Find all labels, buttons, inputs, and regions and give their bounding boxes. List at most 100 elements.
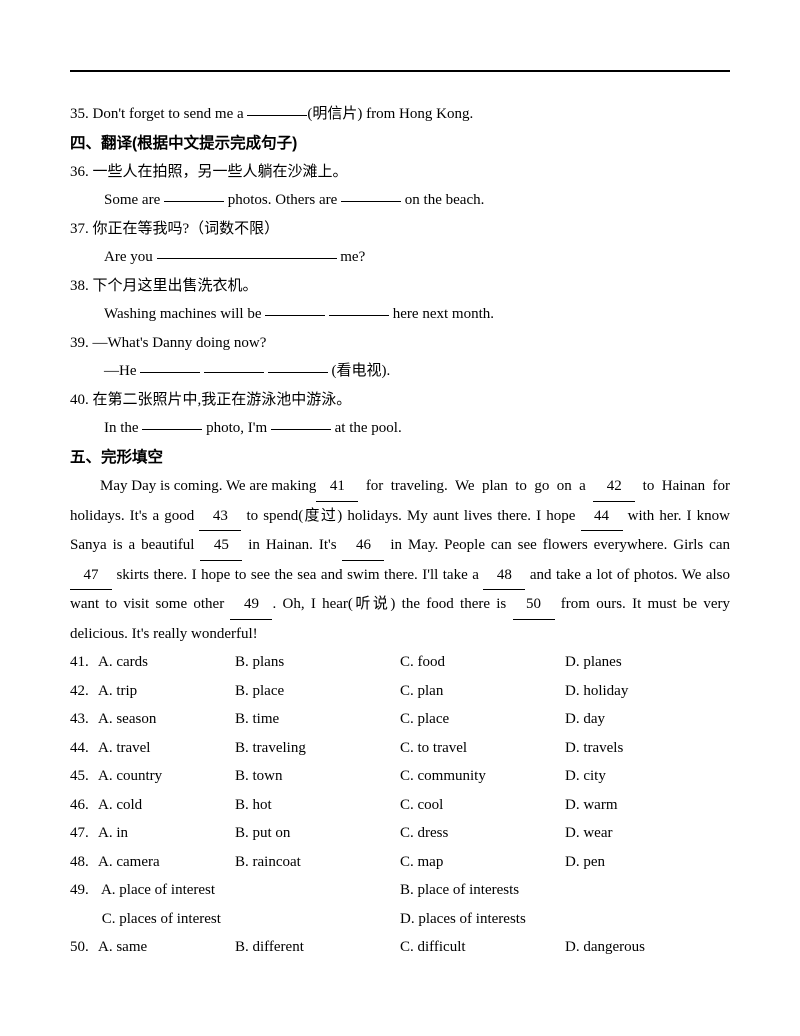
q45-d[interactable]: D. city [565,762,730,791]
q49-options-line2: C. places of interest D. places of inter… [70,905,730,934]
cloze-blank-45[interactable]: 45 [200,531,242,561]
q37-en: Are you me? [70,243,730,272]
fill-blank[interactable] [142,414,202,430]
q42-options: 42.A. trip B. place C. plan D. holiday [70,677,730,706]
q42-c[interactable]: C. plan [400,677,565,706]
q45-a[interactable]: A. country [98,768,162,784]
q44-a[interactable]: A. travel [98,740,150,756]
cloze-blank-46[interactable]: 46 [342,531,384,561]
q38-cn: 38. 下个月这里出售洗衣机。 [70,272,730,301]
q50-d[interactable]: D. dangerous [565,933,730,962]
q41-num: 41. [70,648,98,677]
q48-c[interactable]: C. map [400,848,565,877]
q42-d[interactable]: D. holiday [565,677,730,706]
q49-a[interactable]: A. place of interest [101,882,215,898]
cloze-blank-42[interactable]: 42 [593,472,635,502]
q50-num: 50. [70,933,98,962]
q47-options: 47.A. in B. put on C. dress D. wear [70,819,730,848]
q42-num: 42. [70,677,98,706]
q36-cn: 36. 一些人在拍照，另一些人躺在沙滩上。 [70,158,730,187]
q44-b[interactable]: B. traveling [235,734,400,763]
cloze-blank-41[interactable]: 41 [316,472,358,502]
q39-b: (看电视). [328,363,391,379]
fill-blank[interactable] [265,300,325,316]
cloze-blank-50[interactable]: 50 [513,590,555,620]
q42-a[interactable]: A. trip [98,683,137,699]
q37-b: me? [337,249,366,265]
fill-blank[interactable] [271,414,331,430]
q48-b[interactable]: B. raincoat [235,848,400,877]
q45-c[interactable]: C. community [400,762,565,791]
q48-a[interactable]: A. camera [98,854,160,870]
q50-a[interactable]: A. same [98,939,147,955]
q35-line: 35. Don't forget to send me a (明信片) from… [70,100,730,129]
q50-b[interactable]: B. different [235,933,400,962]
q36-en: Some are photos. Others are on the beach… [70,186,730,215]
q41-c[interactable]: C. food [400,648,565,677]
q47-b[interactable]: B. put on [235,819,400,848]
q44-num: 44. [70,734,98,763]
q43-d[interactable]: D. day [565,705,730,734]
q43-b[interactable]: B. time [235,705,400,734]
cloze-blank-44[interactable]: 44 [581,502,623,532]
cloze-passage: May Day is coming. We are making 41 for … [70,472,730,648]
top-border-rule [70,70,730,72]
section4-title: 四、翻译(根据中文提示完成句子) [70,129,730,158]
fill-blank[interactable] [204,357,264,373]
q49-d[interactable]: D. places of interests [400,905,730,934]
q40-en: In the photo, I'm at the pool. [70,414,730,443]
q49-b[interactable]: B. place of interests [400,876,730,905]
p-d: to spend(度过) holidays. My aunt lives the… [241,508,580,524]
q47-c[interactable]: C. dress [400,819,565,848]
q35-text-a: 35. Don't forget to send me a [70,106,247,122]
q49-c[interactable]: C. places of interest [102,911,221,927]
q44-options: 44.A. travel B. traveling C. to travel D… [70,734,730,763]
q50-c[interactable]: C. difficult [400,933,565,962]
q38-a: Washing machines will be [104,306,265,322]
q36-c: on the beach. [401,192,484,208]
q43-c[interactable]: C. place [400,705,565,734]
q49-num: 49. [70,876,98,905]
fill-blank[interactable] [341,186,401,202]
q41-options: 41.A. cards B. plans C. food D. planes [70,648,730,677]
q35-text-b: (明信片) from Hong Kong. [307,106,473,122]
q44-c[interactable]: C. to travel [400,734,565,763]
fill-blank[interactable] [157,243,337,259]
q36-a: Some are [104,192,164,208]
fill-blank[interactable] [164,186,224,202]
q42-b[interactable]: B. place [235,677,400,706]
q37-a: Are you [104,249,157,265]
page: 35. Don't forget to send me a (明信片) from… [0,0,800,1036]
fill-blank[interactable] [329,300,389,316]
q39-en: —He (看电视). [70,357,730,386]
fill-blank[interactable] [247,100,307,116]
q46-num: 46. [70,791,98,820]
q43-a[interactable]: A. season [98,711,156,727]
q47-d[interactable]: D. wear [565,819,730,848]
q45-num: 45. [70,762,98,791]
q44-d[interactable]: D. travels [565,734,730,763]
fill-blank[interactable] [140,357,200,373]
cloze-blank-49[interactable]: 49 [230,590,272,620]
q38-b: here next month. [389,306,494,322]
q46-a[interactable]: A. cold [98,797,142,813]
q46-c[interactable]: C. cool [400,791,565,820]
cloze-blank-43[interactable]: 43 [199,502,241,532]
cloze-blank-47[interactable]: 47 [70,561,112,591]
q41-d[interactable]: D. planes [565,648,730,677]
q47-num: 47. [70,819,98,848]
q40-a: In the [104,420,142,436]
q41-b[interactable]: B. plans [235,648,400,677]
q41-a[interactable]: A. cards [98,654,148,670]
p-h: skirts there. I hope to see the sea and … [112,567,483,583]
cloze-blank-48[interactable]: 48 [483,561,525,591]
fill-blank[interactable] [268,357,328,373]
q47-a[interactable]: A. in [98,825,128,841]
q48-d[interactable]: D. pen [565,848,730,877]
q45-b[interactable]: B. town [235,762,400,791]
q46-b[interactable]: B. hot [235,791,400,820]
section5-title: 五、完形填空 [70,443,730,472]
q46-d[interactable]: D. warm [565,791,730,820]
p-a: May Day is coming. We are making [100,472,316,501]
q43-options: 43.A. season B. time C. place D. day [70,705,730,734]
